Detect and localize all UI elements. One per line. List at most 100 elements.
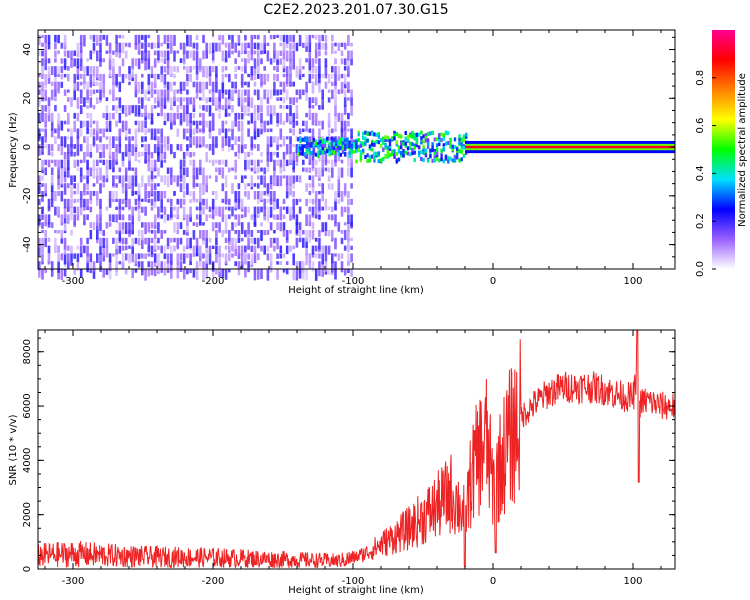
spectrogram-cell (240, 175, 244, 183)
spectrogram-cell (208, 253, 212, 265)
spectrogram-cell (337, 253, 341, 261)
spectrogram-cell (89, 206, 93, 213)
spectrogram-cell (273, 151, 276, 156)
spectrogram-cell (231, 167, 234, 171)
spectrogram-cell (137, 206, 141, 214)
spectrogram-cell (112, 50, 115, 55)
spectrogram-cell (166, 245, 170, 250)
spectrogram-cell (211, 34, 215, 38)
spectrogram-cell (57, 245, 60, 253)
spectrogram-cell (63, 120, 67, 125)
spectrogram-cell (289, 230, 292, 234)
spectrogram-cell (215, 97, 218, 109)
spectrogram-cell (199, 191, 202, 203)
spectrogram-cell (211, 198, 215, 210)
spectrogram-cell (328, 142, 331, 147)
spectrogram-cell (124, 167, 128, 177)
spectrogram-cell (332, 138, 336, 143)
spectrogram-cell (144, 269, 147, 281)
spectrogram-cell (86, 144, 89, 155)
spectrogram-cell (57, 128, 60, 139)
spectrogram-cell (386, 137, 389, 142)
spectrogram-cell (205, 183, 208, 193)
spectrogram-cell (253, 191, 257, 200)
spectrogram-cell (420, 157, 423, 162)
spectrogram-cell (50, 66, 54, 75)
spectrogram-cell (240, 89, 244, 99)
spectrogram-cell (105, 128, 109, 132)
spectrogram-cell (47, 206, 51, 212)
spectrogram-cell (305, 42, 308, 52)
spectrogram-cell (73, 144, 76, 149)
spectrogram-cell (176, 144, 180, 151)
spectrogram-cell (311, 128, 315, 141)
spectrogram-cell (205, 245, 208, 254)
spectrogram-cell (409, 141, 412, 146)
spectrogram-cell (199, 105, 202, 109)
spectrogram-cell (327, 175, 331, 182)
spectrogram-cell (105, 144, 109, 150)
spectrogram-cell (228, 167, 231, 173)
spectrogram-cell (257, 183, 260, 189)
spectrogram-cell (92, 34, 96, 42)
spectrogram-cell (173, 191, 176, 196)
spectrogram-cell (282, 73, 286, 78)
spectrogram-cell (137, 253, 141, 260)
spectrogram-cell (302, 269, 305, 280)
spectrogram-cell (108, 58, 112, 70)
spectrogram-cell (192, 175, 196, 188)
spectrogram-cell (96, 167, 99, 177)
spectrogram-cell (173, 206, 176, 211)
spectrogram-cell (92, 261, 96, 272)
spectrogram-cell (397, 149, 401, 154)
spectrogram-cell (182, 58, 186, 65)
spectrogram-cell (224, 214, 228, 224)
spectrogram-cell (102, 175, 105, 183)
spectrogram-cell (240, 222, 244, 235)
spectrogram-cell (224, 159, 228, 167)
spectrogram-cell (285, 237, 289, 243)
spectrogram-cell (131, 253, 134, 263)
colorbar-label: Normalized spectral amplitude (737, 73, 748, 227)
spectrogram-cell (340, 230, 344, 234)
spectrogram-cell (76, 159, 80, 167)
spectrogram-cell (332, 142, 336, 146)
spectrogram-cell (340, 237, 344, 245)
spectrogram-cell (318, 50, 321, 57)
spectrogram-cell (160, 128, 163, 137)
spectrogram-cell (253, 105, 257, 114)
spectrogram-cell (234, 198, 237, 209)
spectrogram-cell (343, 128, 347, 138)
spectrogram-cell (182, 151, 186, 160)
spectrogram-cell (41, 214, 44, 220)
spectrogram-cell (438, 158, 441, 163)
spectrogram-cell (79, 198, 83, 208)
spectrogram-cell (150, 66, 154, 75)
spectrogram-cell (137, 237, 141, 246)
spectrogram-cell (257, 50, 260, 59)
spectrogram-cell (170, 66, 173, 77)
spectrogram-cell (240, 214, 244, 219)
spectrogram-cell (442, 159, 445, 164)
spectrogram-cell (173, 214, 176, 218)
spectrogram-cell (47, 198, 51, 209)
spectrogram-cell (115, 245, 118, 255)
spectrogram-cell (337, 151, 341, 162)
spectrogram-cell (305, 183, 308, 192)
spectrogram-cell (311, 151, 315, 161)
spectrogram-cell (266, 73, 270, 82)
spectrogram-cell (195, 214, 199, 220)
spectrogram-cell (92, 222, 96, 231)
spectrogram-cell (375, 132, 378, 137)
spectrogram-cell (92, 269, 96, 279)
spectrogram-cell (228, 112, 231, 117)
spectrogram-cell (318, 128, 321, 141)
spectrogram-cell (340, 58, 344, 65)
spectrogram-cell (250, 50, 254, 61)
spectrogram-cell (253, 253, 257, 264)
spectrogram-cell (195, 58, 199, 68)
spectrogram-cell (192, 159, 196, 168)
spectrogram-cell (292, 97, 295, 105)
spectrogram-cell (337, 73, 341, 81)
